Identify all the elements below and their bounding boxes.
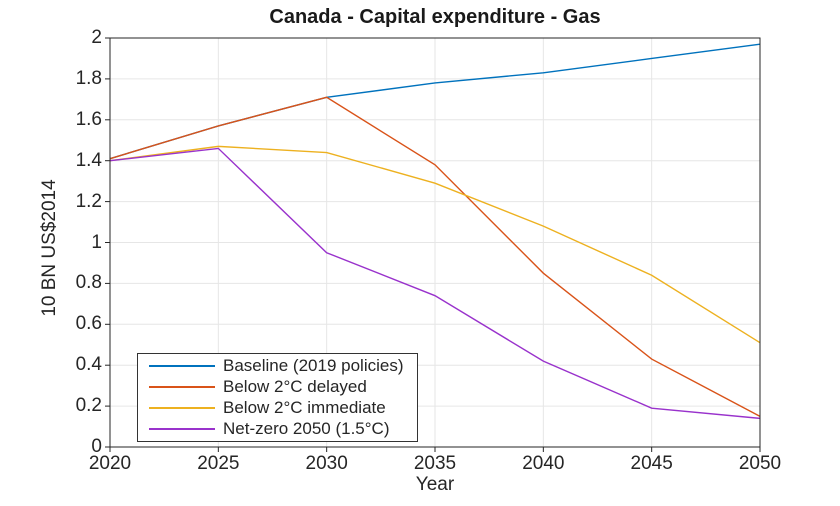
series-line <box>109 145 761 344</box>
chart-title: Canada - Capital expenditure - Gas <box>269 6 601 28</box>
x-tick-label: 2020 <box>88 453 132 474</box>
legend-label: Below 2°C delayed <box>223 377 367 397</box>
legend-label: Baseline (2019 policies) <box>223 356 404 376</box>
y-tick-label: 2 <box>91 27 102 48</box>
legend-line-sample <box>149 427 215 430</box>
legend-item: Below 2°C delayed <box>138 377 417 398</box>
legend-item: Below 2°C immediate <box>138 398 417 419</box>
legend-label: Net-zero 2050 (1.5°C) <box>223 418 390 438</box>
y-tick-label: 0 <box>91 436 102 457</box>
x-axis-label: Year <box>415 474 455 495</box>
y-tick-label: 0.6 <box>75 313 102 335</box>
y-tick-label: 1.4 <box>75 149 102 171</box>
y-tick-label: 1.6 <box>75 108 102 130</box>
x-tick-label: 2030 <box>305 453 348 474</box>
legend-item: Net-zero 2050 (1.5°C) <box>138 418 417 439</box>
legend-item: Baseline (2019 policies) <box>138 356 417 377</box>
x-tick-label: 2045 <box>630 453 673 474</box>
x-tick-label: 2035 <box>413 453 457 474</box>
legend-line-sample <box>149 386 215 389</box>
y-tick-label: 1.8 <box>75 67 102 89</box>
x-tick-label: 2040 <box>522 453 565 474</box>
y-tick-label: 0.8 <box>75 272 102 294</box>
y-tick-label: 1.2 <box>75 190 102 212</box>
legend: Baseline (2019 policies) Below 2°C delaye… <box>137 353 418 442</box>
series-line <box>109 96 761 417</box>
legend-line-sample <box>149 365 215 368</box>
y-tick-label: 0.2 <box>75 395 102 417</box>
legend-line-sample <box>149 406 215 409</box>
x-tick-label: 2050 <box>738 453 782 474</box>
series-line <box>109 147 761 420</box>
y-tick-label: 0.4 <box>75 354 102 376</box>
y-tick-label: 1 <box>91 231 102 253</box>
x-tick-label: 2025 <box>197 453 240 474</box>
legend-label: Below 2°C immediate <box>223 397 386 417</box>
